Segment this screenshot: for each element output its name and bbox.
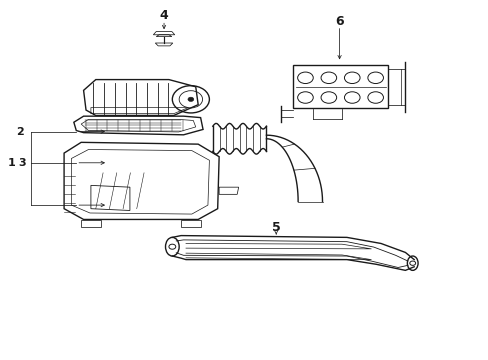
Text: 6: 6 — [335, 15, 343, 28]
Text: 4: 4 — [160, 9, 168, 22]
Circle shape — [187, 97, 193, 102]
Text: 1: 1 — [7, 158, 15, 168]
Text: 5: 5 — [271, 221, 280, 234]
Text: 2: 2 — [16, 127, 24, 136]
Text: 3: 3 — [18, 158, 25, 168]
